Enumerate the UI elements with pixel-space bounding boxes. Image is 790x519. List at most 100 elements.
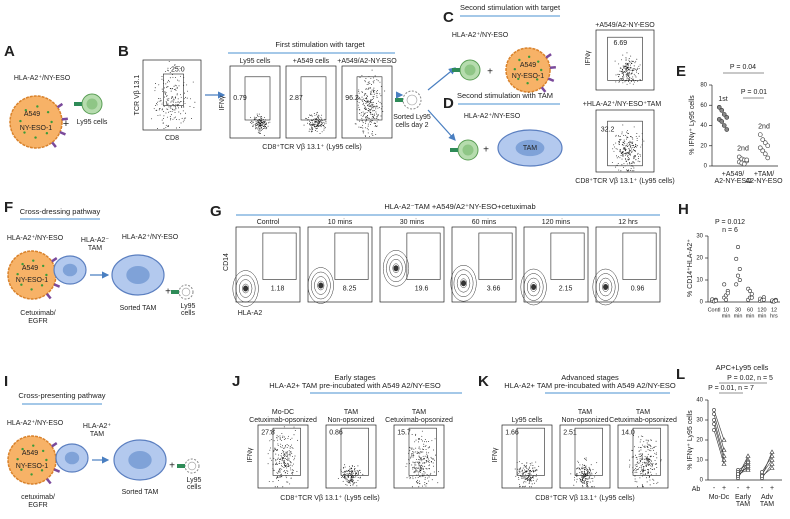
data-point: [716, 104, 722, 110]
event-dot: [274, 448, 276, 450]
event-dot: [634, 471, 636, 473]
event-dot: [428, 476, 430, 478]
event-dot: [628, 78, 630, 80]
event-dot: [521, 473, 523, 474]
event-dot: [647, 447, 649, 449]
event-dot: [631, 456, 633, 458]
event-dot: [325, 120, 327, 122]
event-dot: [172, 76, 174, 78]
event-dot: [422, 462, 424, 464]
event-dot: [163, 115, 165, 117]
event-dot: [290, 451, 292, 453]
event-dot: [579, 464, 581, 466]
event-dot: [259, 116, 261, 117]
event-dot: [170, 107, 172, 109]
event-dot: [319, 121, 321, 123]
event-dot: [284, 455, 285, 457]
event-dot: [424, 476, 426, 478]
event-dot: [370, 92, 372, 94]
event-dot: [620, 155, 622, 157]
event-dot: [315, 121, 316, 122]
event-dot: [374, 125, 376, 127]
event-dot: [576, 478, 578, 480]
event-dot: [644, 474, 646, 476]
event-dot: [529, 470, 531, 472]
label: Adv: [761, 494, 774, 501]
event-dot: [647, 446, 649, 447]
event-dot: [629, 61, 631, 63]
event-dot: [358, 89, 360, 91]
event-dot: [255, 117, 257, 119]
event-dot: [359, 126, 361, 128]
event-dot: [291, 447, 293, 449]
y-tick-label: 20: [696, 438, 703, 444]
event-dot: [282, 449, 284, 451]
event-dot: [314, 130, 316, 131]
event-dot: [254, 118, 256, 120]
event-dot: [656, 457, 658, 459]
event-dot: [639, 154, 641, 155]
event-dot: [354, 482, 356, 483]
gate: [356, 76, 383, 121]
data-point: [724, 127, 730, 132]
panel-letter: G: [210, 203, 222, 220]
event-dot: [531, 471, 533, 472]
event-dot: [258, 113, 260, 115]
event-dot: [641, 472, 643, 474]
event-dot: [589, 481, 591, 483]
event-dot: [630, 136, 632, 138]
event-dot: [368, 136, 370, 138]
event-dot: [172, 100, 174, 102]
event-dot: [631, 60, 633, 62]
event-dot: [377, 118, 379, 120]
plot-title: TAM: [636, 409, 650, 416]
event-dot: [364, 80, 366, 81]
event-dot: [655, 473, 657, 475]
event-dot: [359, 120, 361, 122]
event-dot: [427, 447, 429, 449]
event-dot: [629, 140, 631, 142]
event-dot: [309, 114, 311, 116]
event-dot: [184, 103, 186, 104]
receptor: [549, 65, 556, 70]
event-dot: [519, 484, 520, 486]
tcr: [395, 98, 403, 102]
event-dot: [418, 473, 420, 475]
event-dot: [178, 111, 180, 113]
event-dot: [418, 455, 420, 457]
event-dot: [155, 83, 157, 84]
event-dot: [364, 93, 366, 95]
event-dot: [267, 125, 269, 127]
event-dot: [655, 454, 657, 456]
event-dot: [412, 478, 414, 480]
event-dot: [427, 460, 429, 462]
event-dot: [628, 75, 630, 76]
event-dot: [625, 58, 627, 60]
event-dot: [316, 111, 318, 113]
event-dot: [156, 104, 158, 106]
gate-percent: 2.15: [559, 285, 573, 292]
event-dot: [185, 117, 187, 119]
event-dot: [344, 476, 345, 477]
event-dot: [287, 481, 289, 483]
event-dot: [644, 455, 646, 457]
event-dot: [629, 151, 630, 153]
event-dot: [596, 462, 598, 464]
event-dot: [639, 441, 641, 443]
event-dot: [344, 466, 346, 468]
data-point: [761, 297, 766, 302]
event-dot: [371, 121, 372, 123]
event-dot: [417, 471, 419, 473]
event-dot: [285, 477, 287, 479]
event-dot: [520, 467, 522, 469]
event-dot: [371, 99, 373, 101]
event-dot: [586, 473, 588, 475]
label: +: [746, 485, 750, 492]
event-dot: [650, 474, 652, 476]
event-dot: [584, 479, 586, 481]
event-dot: [616, 155, 617, 157]
event-dot: [287, 472, 289, 474]
label: Cetuximab/: [20, 310, 55, 317]
event-dot: [373, 106, 375, 108]
event-dot: [417, 452, 419, 454]
